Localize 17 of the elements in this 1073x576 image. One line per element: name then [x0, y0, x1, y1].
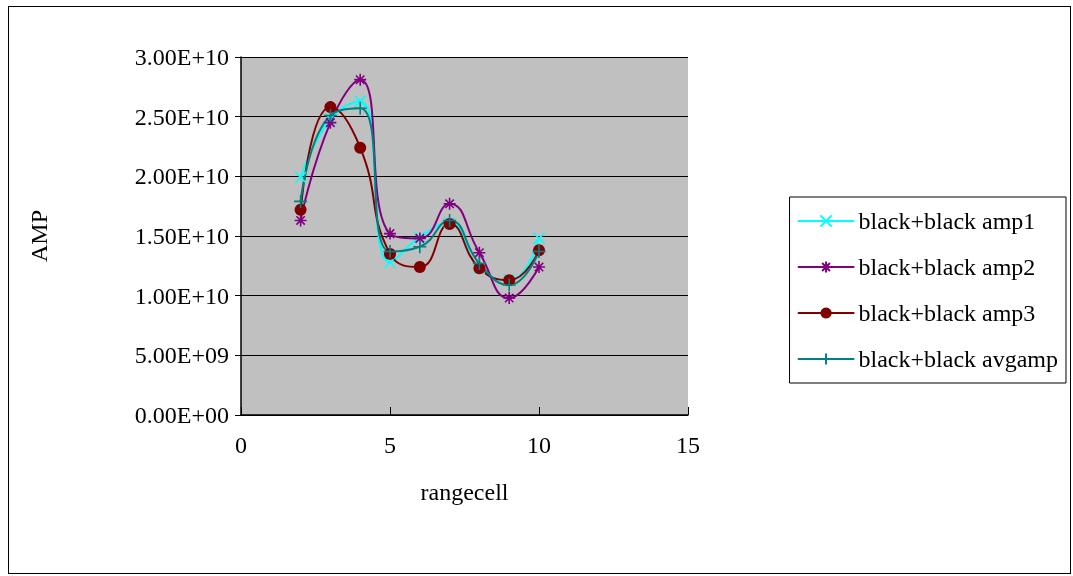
x-axis-title: rangecell	[420, 479, 509, 505]
x-tick-label: 0	[235, 432, 247, 458]
legend-label: black+black amp2	[858, 254, 1036, 280]
legend-label: black+black avgamp	[858, 346, 1058, 372]
legend-label: black+black amp3	[858, 300, 1036, 326]
legend-label: black+black amp1	[858, 208, 1036, 234]
x-tick-label: 5	[384, 432, 396, 458]
y-tick-label: 3.00E+10	[134, 44, 229, 70]
x-tick-label: 15	[676, 432, 700, 458]
y-tick-label: 5.00E+09	[134, 342, 229, 369]
y-tick-label: 1.00E+10	[134, 282, 229, 309]
y-tick-label: 2.50E+10	[134, 103, 229, 130]
y-tick-label: 2.00E+10	[134, 163, 229, 190]
y-tick-label: 1.50E+10	[134, 223, 229, 249]
y-axis-title: AMP	[26, 209, 52, 263]
x-tick-label: 10	[527, 432, 551, 458]
y-tick-label: 0.00E+00	[134, 402, 229, 428]
